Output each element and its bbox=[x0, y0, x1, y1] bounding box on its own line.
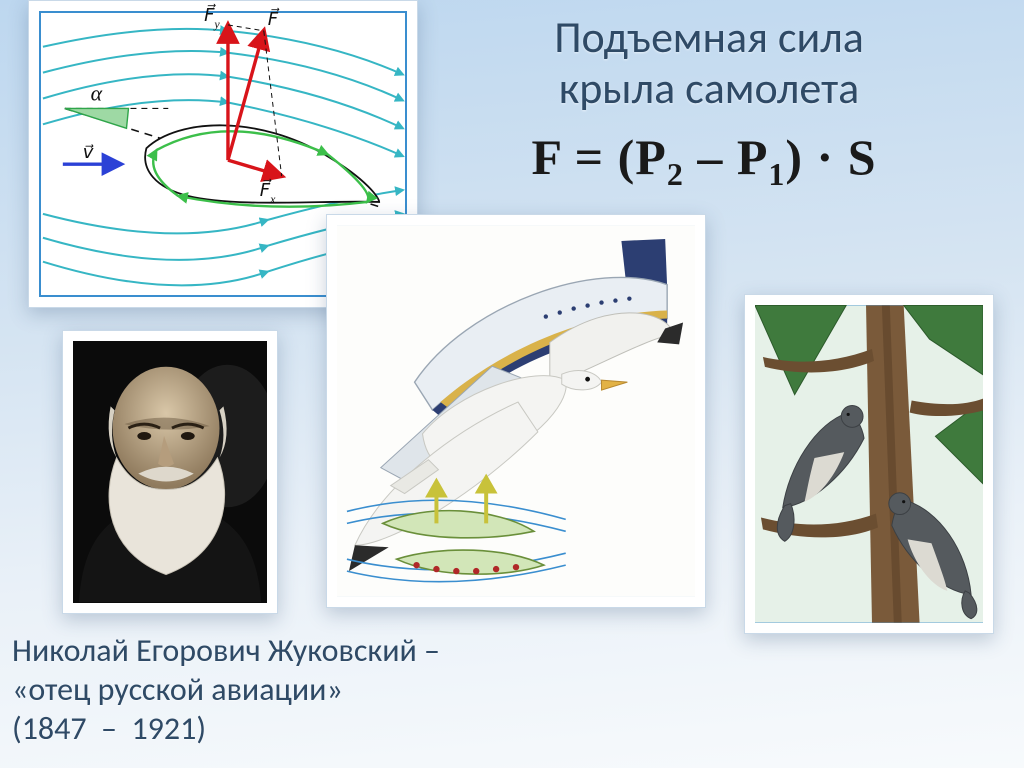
portrait-card bbox=[62, 330, 278, 614]
formula-S: S bbox=[848, 129, 877, 185]
plane-bird-illustration bbox=[337, 225, 695, 597]
caption-open: ( bbox=[12, 709, 22, 748]
formula-eq: = bbox=[575, 129, 605, 185]
svg-text:v⃗: v⃗ bbox=[83, 142, 94, 162]
formula-dot: · bbox=[817, 129, 835, 185]
caption-epithet: «отец русской авиации» bbox=[12, 670, 343, 709]
caption-year-birth: 1847 bbox=[22, 709, 87, 748]
svg-text:α: α bbox=[91, 81, 103, 105]
zhukovsky-portrait bbox=[73, 341, 267, 602]
lift-formula: F = (P2 – P1) · S bbox=[464, 128, 944, 193]
svg-text:F⃗: F⃗ bbox=[268, 8, 280, 29]
caption-close: ) bbox=[196, 709, 206, 748]
flying-squirrels-illustration bbox=[755, 305, 983, 623]
plane-bird-card bbox=[326, 214, 706, 608]
formula-P2: P bbox=[635, 129, 667, 185]
title-line-2: крыла самолета bbox=[559, 61, 859, 115]
svg-text:F⃗y: F⃗y bbox=[204, 4, 220, 31]
formula-F: F bbox=[531, 129, 561, 185]
formula-P1: P bbox=[737, 129, 769, 185]
flying-squirrels-card bbox=[744, 294, 994, 634]
caption: Николай Егорович Жуковский – «отец русск… bbox=[12, 631, 440, 748]
formula-open: ( bbox=[618, 129, 636, 185]
title-line-1: Подъемная сила bbox=[554, 10, 864, 64]
formula-sub2: 2 bbox=[667, 156, 684, 192]
caption-year-death: 1921 bbox=[131, 709, 196, 748]
page-title: Подъемная сила крыла самолета bbox=[434, 12, 984, 113]
caption-name: Николай Егорович Жуковский – bbox=[12, 631, 440, 670]
formula-minus: – bbox=[697, 129, 723, 185]
caption-dash: – bbox=[101, 709, 117, 748]
formula-close: ) bbox=[785, 129, 803, 185]
formula-sub1: 1 bbox=[768, 156, 785, 192]
